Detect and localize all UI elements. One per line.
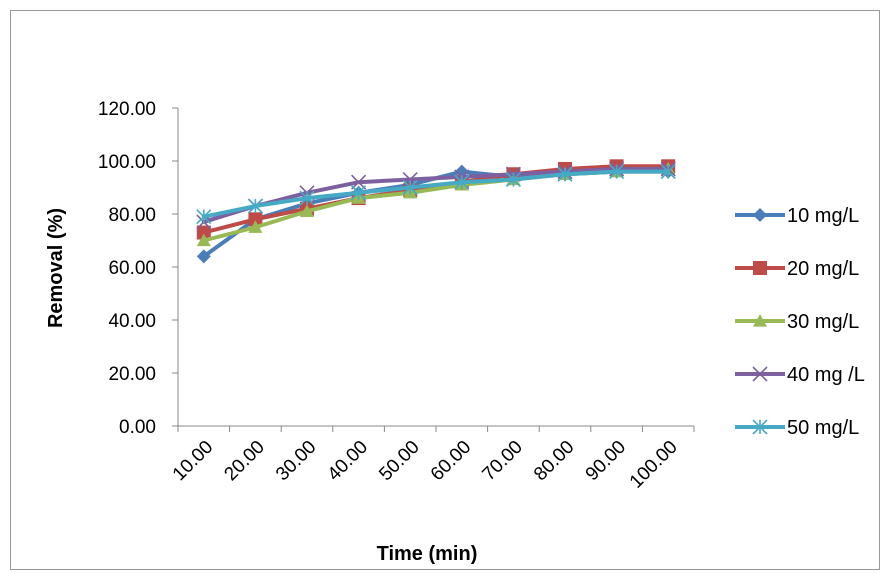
data-point	[196, 225, 211, 240]
legend-marker	[753, 314, 767, 327]
x-tick-label: 70.00	[478, 437, 526, 485]
data-point	[248, 212, 263, 227]
marker-stroke	[752, 366, 768, 382]
legend-entry-5: 50 mg/L	[735, 417, 859, 439]
x-tick-label: 20.00	[220, 437, 268, 485]
x-tick-label: 40.00	[324, 437, 372, 485]
marker-stroke	[402, 171, 418, 188]
y-tick-label: 0.00	[119, 417, 156, 438]
x-tick-label: 10.00	[169, 437, 217, 485]
x-tick-label: 30.00	[272, 437, 320, 485]
marker-stroke	[351, 174, 367, 190]
data-point	[248, 220, 263, 233]
legend-marker	[753, 261, 767, 275]
x-axis: 10.00 20.00 30.00 40.00 50.00 60.00 70.00 80.00…	[169, 425, 695, 493]
data-point	[300, 204, 314, 217]
series-line	[201, 169, 671, 219]
y-tick-label: 80.00	[108, 205, 156, 226]
legend-marker	[752, 419, 768, 435]
data-point	[505, 171, 521, 188]
legend-label: 20 mg/L	[787, 258, 859, 280]
x-tick-label: 50.00	[375, 437, 423, 485]
data-point	[196, 233, 211, 247]
data-point	[351, 185, 367, 201]
legend-entry-3: 30 mg/L	[735, 311, 859, 333]
data-point	[351, 174, 367, 190]
legend-marker	[752, 366, 768, 382]
x-tick-label: 80.00	[530, 437, 578, 485]
data-point	[402, 171, 418, 188]
legend-label: 10 mg/L	[787, 205, 859, 227]
legend-label: 30 mg/L	[787, 311, 859, 333]
x-tick-label: 100.00	[626, 437, 682, 493]
data-point	[402, 179, 418, 196]
y-tick-label: 20.00	[108, 364, 156, 385]
series-line	[201, 166, 671, 224]
legend: 10 mg/L 20 mg/L 30 mg/L 40 mg /L 50 mg/L	[735, 205, 865, 439]
series-lines	[196, 159, 676, 264]
y-tick-label: 60.00	[108, 258, 156, 279]
series-5	[196, 164, 676, 225]
data-point	[557, 166, 573, 182]
y-axis-title: Removal (%)	[45, 208, 67, 328]
data-point	[247, 198, 263, 214]
data-point	[454, 174, 470, 190]
x-tick-label: 60.00	[427, 437, 475, 485]
legend-label: 40 mg /L	[787, 364, 865, 386]
legend-entry-4: 40 mg /L	[735, 364, 865, 386]
data-point	[660, 164, 676, 180]
legend-entry-2: 20 mg/L	[735, 258, 859, 280]
data-point	[196, 249, 211, 264]
legend-entry-1: 10 mg/L	[735, 205, 859, 227]
y-tick-label: 100.00	[98, 152, 156, 173]
chart-frame	[10, 10, 880, 570]
legend-marker	[753, 208, 767, 222]
y-tick-label: 40.00	[108, 311, 156, 332]
y-axis: 0.00 20.00 40.00 60.00 80.00 100.00 120.00	[98, 99, 179, 438]
data-point	[299, 190, 315, 206]
data-point	[609, 164, 625, 180]
data-point	[196, 209, 212, 225]
legend-label: 50 mg/L	[787, 417, 859, 439]
x-tick-label: 90.00	[582, 437, 630, 485]
y-tick-label: 120.00	[98, 99, 156, 120]
x-axis-title: Time (min)	[377, 543, 478, 565]
